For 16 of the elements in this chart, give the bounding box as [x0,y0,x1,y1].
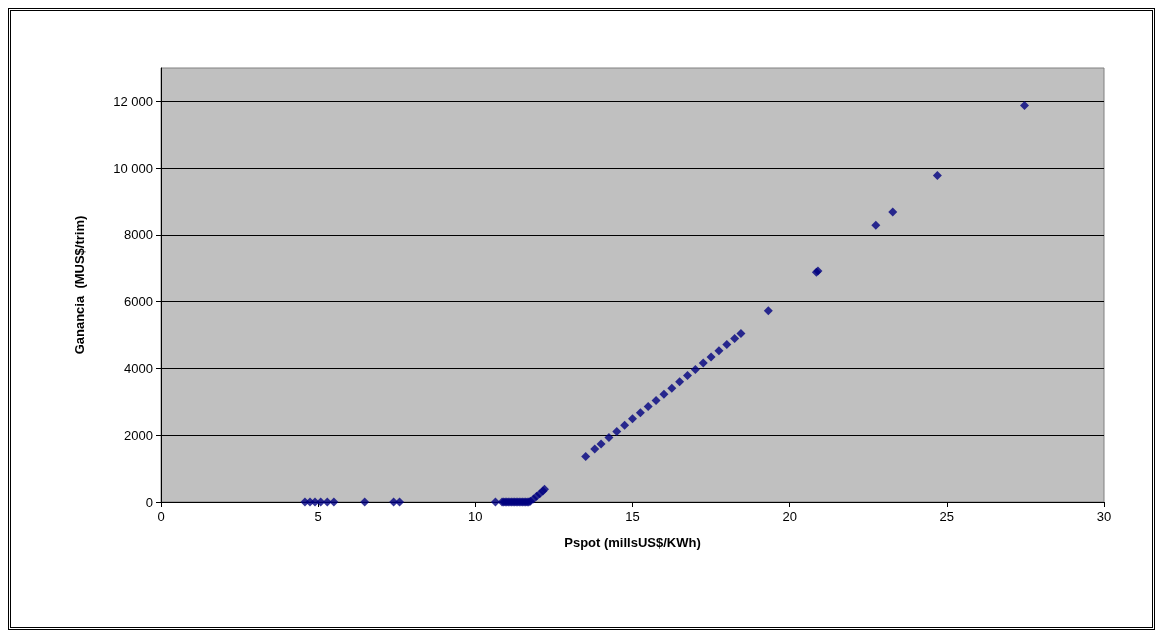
x-tick-label: 30 [1096,509,1112,524]
y-tick-label: 10 000 [113,160,153,176]
x-axis-title: Pspot (millsUS$/KWh) [564,535,701,550]
y-tick-label: 4000 [124,360,153,376]
y-tick-label: 6000 [124,294,153,310]
y-axis-title: Ganancia (MUS$/trim) [72,215,87,355]
y-tick-label: 2000 [124,427,153,443]
x-tick-label: 20 [782,509,797,524]
x-tick-label: 10 [468,509,483,524]
y-tick-label: 0 [145,494,153,510]
x-tick-label: 15 [625,509,640,524]
y-tick-label: 8000 [124,227,153,243]
y-tick-label: 12 000 [113,93,153,109]
x-tick-label: 5 [314,509,322,524]
x-tick-label: 25 [939,509,955,524]
x-tick-label: 0 [157,509,165,524]
